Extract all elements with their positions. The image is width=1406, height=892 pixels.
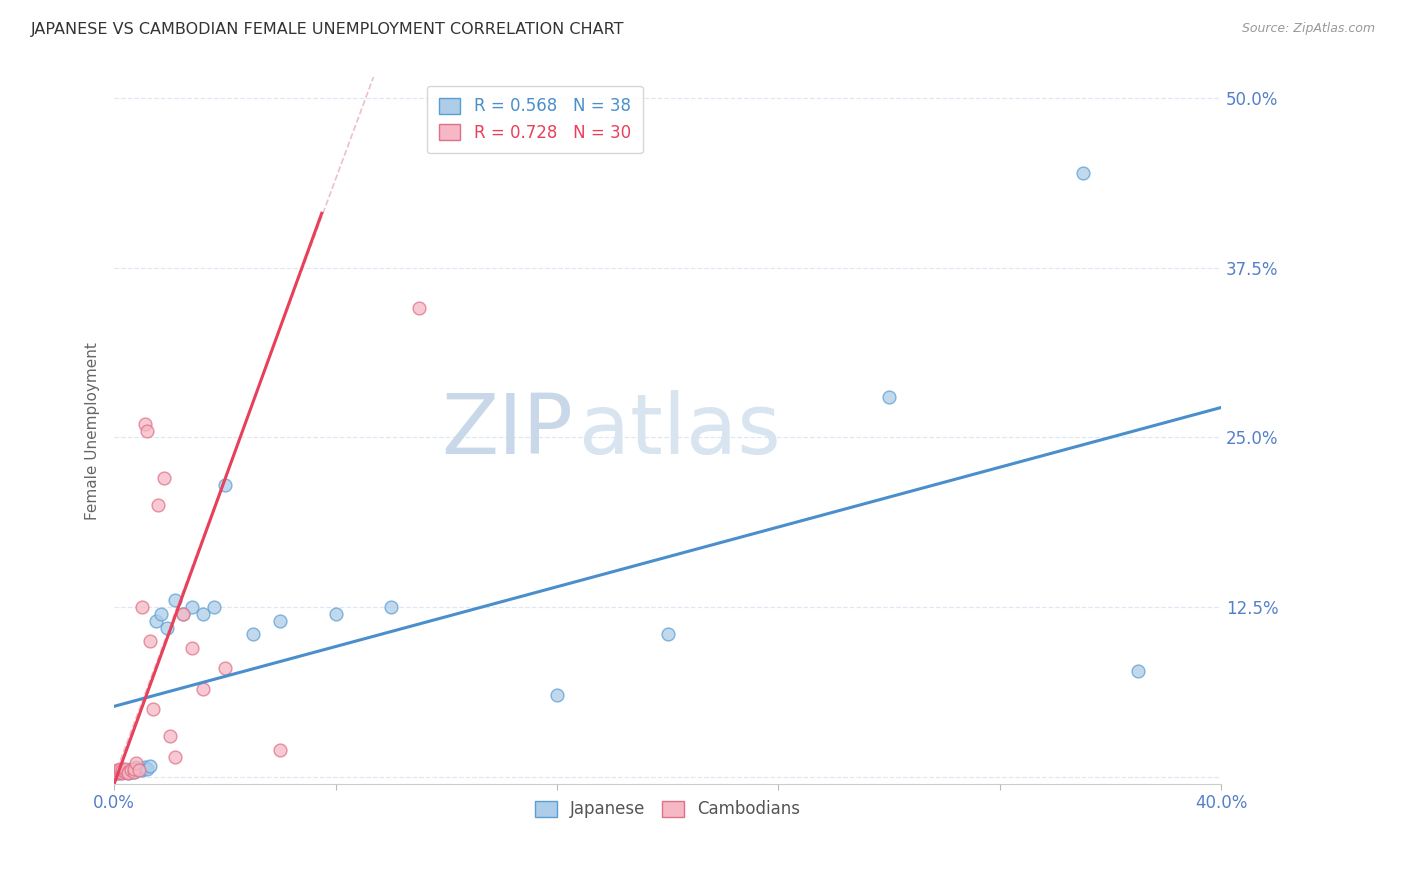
Point — [131, 763, 153, 777]
Point — [117, 765, 139, 780]
Point — [122, 764, 145, 779]
Text: Source: ZipAtlas.com: Source: ZipAtlas.com — [1241, 22, 1375, 36]
Point — [139, 759, 162, 773]
Point — [1071, 165, 1094, 179]
Point — [165, 749, 187, 764]
Y-axis label: Female Unemployment: Female Unemployment — [86, 342, 100, 519]
Point — [122, 764, 145, 779]
Point — [131, 600, 153, 615]
Point — [114, 762, 136, 776]
Point — [269, 743, 291, 757]
Point — [325, 607, 347, 621]
Point — [877, 390, 900, 404]
Point — [180, 600, 202, 615]
Point — [120, 763, 142, 777]
Point — [125, 763, 148, 777]
Point — [156, 621, 179, 635]
Point — [108, 765, 131, 780]
Point — [657, 627, 679, 641]
Point — [214, 661, 236, 675]
Point — [1126, 664, 1149, 678]
Point — [122, 762, 145, 776]
Point — [150, 607, 173, 621]
Point — [136, 424, 159, 438]
Point — [191, 681, 214, 696]
Point — [105, 765, 128, 780]
Point — [546, 689, 568, 703]
Text: ZIP: ZIP — [441, 390, 574, 471]
Text: JAPANESE VS CAMBODIAN FEMALE UNEMPLOYMENT CORRELATION CHART: JAPANESE VS CAMBODIAN FEMALE UNEMPLOYMEN… — [31, 22, 624, 37]
Point — [125, 760, 148, 774]
Point — [165, 593, 187, 607]
Point — [111, 763, 134, 777]
Point — [117, 765, 139, 780]
Point — [153, 471, 176, 485]
Point — [172, 607, 194, 621]
Point — [128, 763, 150, 777]
Point — [111, 764, 134, 779]
Point — [180, 640, 202, 655]
Point — [111, 762, 134, 776]
Point — [191, 607, 214, 621]
Point — [117, 764, 139, 779]
Point — [202, 600, 225, 615]
Point — [269, 614, 291, 628]
Point — [148, 498, 170, 512]
Point — [111, 765, 134, 780]
Point — [117, 763, 139, 777]
Point — [214, 478, 236, 492]
Point — [108, 762, 131, 776]
Legend: Japanese, Cambodians: Japanese, Cambodians — [529, 794, 807, 825]
Point — [114, 763, 136, 777]
Point — [108, 764, 131, 779]
Point — [125, 756, 148, 771]
Point — [105, 763, 128, 777]
Text: atlas: atlas — [579, 390, 780, 471]
Point — [142, 702, 165, 716]
Point — [242, 627, 264, 641]
Point — [120, 762, 142, 776]
Point — [145, 614, 167, 628]
Point — [136, 762, 159, 776]
Point — [139, 634, 162, 648]
Point — [134, 417, 156, 431]
Point — [108, 763, 131, 777]
Point — [128, 762, 150, 776]
Point — [122, 763, 145, 777]
Point — [408, 301, 430, 316]
Point — [114, 764, 136, 779]
Point — [134, 760, 156, 774]
Point — [114, 764, 136, 779]
Point — [380, 600, 402, 615]
Point — [159, 729, 181, 743]
Point — [120, 764, 142, 779]
Point — [105, 765, 128, 780]
Point — [172, 607, 194, 621]
